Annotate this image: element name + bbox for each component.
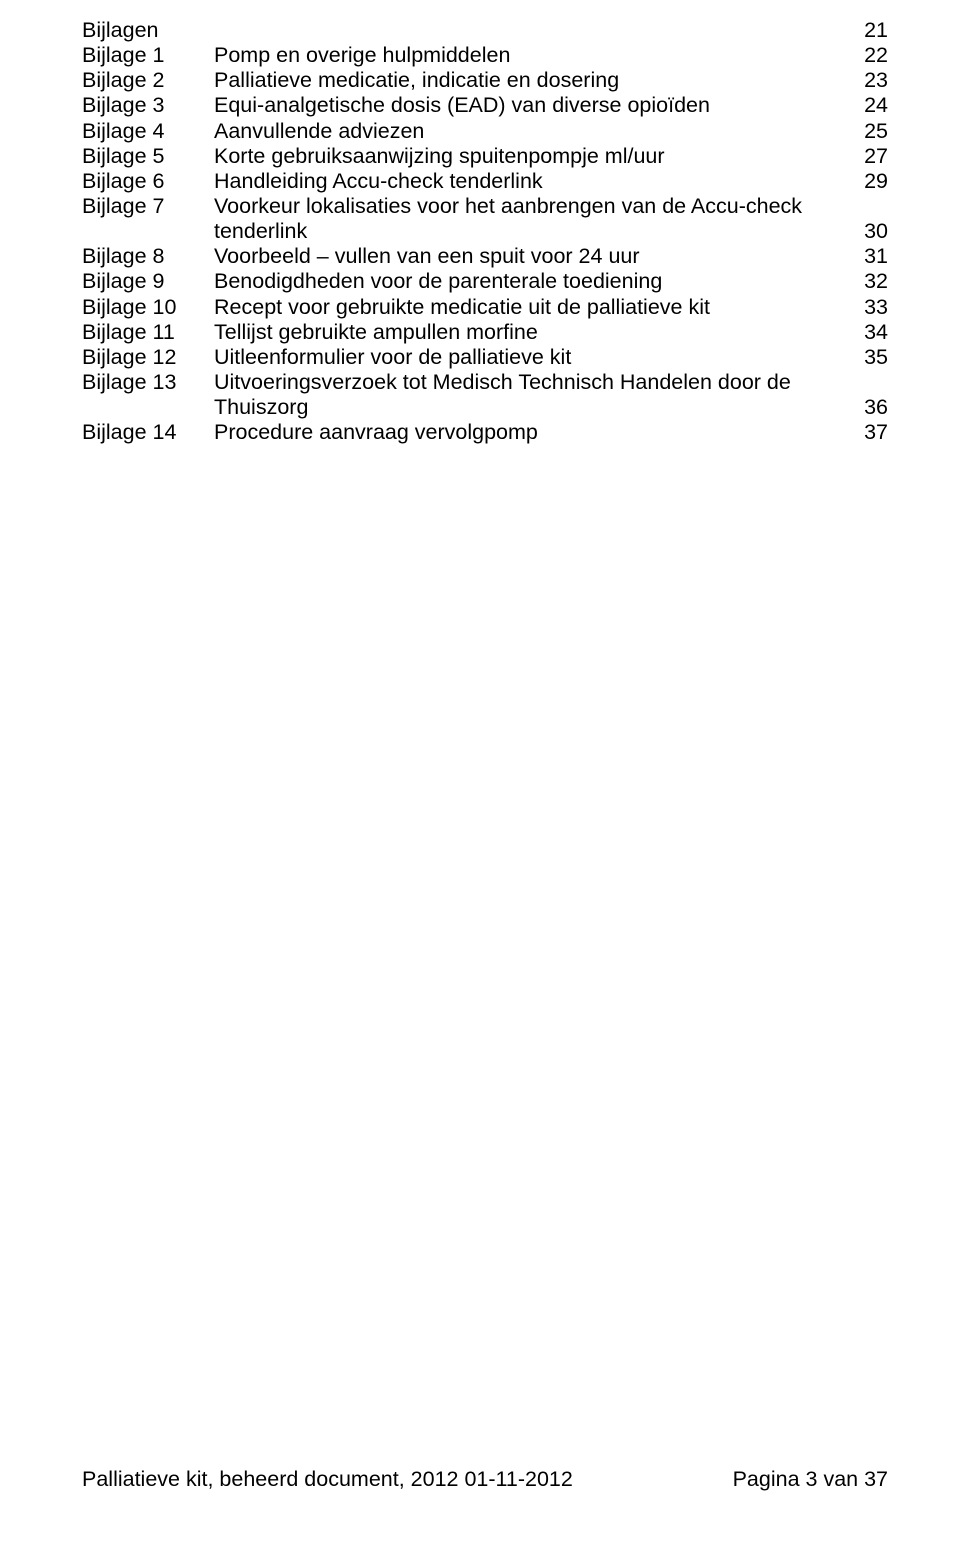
- toc-row: Bijlage 2 Palliatieve medicatie, indicat…: [82, 68, 888, 93]
- toc-desc: Benodigdheden voor de parenterale toedie…: [214, 269, 850, 294]
- page-footer: Palliatieve kit, beheerd document, 2012 …: [82, 1467, 888, 1492]
- footer-right: Pagina 3 van 37: [733, 1467, 888, 1492]
- toc-page: Bijlagen 21 Bijlage 1 Pomp en overige hu…: [0, 0, 960, 445]
- toc-desc: Uitvoeringsverzoek tot Medisch Technisch…: [214, 370, 850, 395]
- toc-desc: Handleiding Accu-check tenderlink: [214, 169, 850, 194]
- toc-label: Bijlage 3: [82, 93, 214, 118]
- toc-label: Bijlage 4: [82, 119, 214, 144]
- toc-label: Bijlage 7: [82, 194, 214, 219]
- toc-page: 25: [850, 119, 888, 144]
- toc-page: 29: [850, 169, 888, 194]
- toc-desc: Procedure aanvraag vervolgpomp: [214, 420, 850, 445]
- toc-desc: Voorkeur lokalisaties voor het aanbrenge…: [214, 194, 850, 219]
- toc-label: Bijlage 11: [82, 320, 214, 345]
- toc-page: 34: [850, 320, 888, 345]
- toc-label: Bijlage 5: [82, 144, 214, 169]
- toc-row: Bijlage 11 Tellijst gebruikte ampullen m…: [82, 320, 888, 345]
- toc-row: Bijlage 3 Equi-analgetische dosis (EAD) …: [82, 93, 888, 118]
- toc-page: 32: [850, 269, 888, 294]
- toc-desc: Voorbeeld – vullen van een spuit voor 24…: [214, 244, 850, 269]
- toc-label: Bijlage 12: [82, 345, 214, 370]
- toc-heading-page: 21: [850, 18, 888, 43]
- toc-page: 24: [850, 93, 888, 118]
- toc-desc: Aanvullende adviezen: [214, 119, 850, 144]
- footer-left: Palliatieve kit, beheerd document, 2012 …: [82, 1467, 573, 1492]
- toc-page: 30: [850, 219, 888, 244]
- toc-desc: Korte gebruiksaanwijzing spuitenpompje m…: [214, 144, 850, 169]
- toc-label: Bijlage 9: [82, 269, 214, 294]
- toc-row: Bijlage 8 Voorbeeld – vullen van een spu…: [82, 244, 888, 269]
- toc-desc: Uitleenformulier voor de palliatieve kit: [214, 345, 850, 370]
- toc-row: Bijlage 7 Voorkeur lokalisaties voor het…: [82, 194, 888, 219]
- toc-label: Bijlage 13: [82, 370, 214, 395]
- toc-label: Bijlage 10: [82, 295, 214, 320]
- toc-row-continuation: Thuiszorg 36: [82, 395, 888, 420]
- toc-page: 22: [850, 43, 888, 68]
- toc-row: Bijlage 9 Benodigdheden voor de parenter…: [82, 269, 888, 294]
- toc-label: Bijlage 2: [82, 68, 214, 93]
- toc-desc: Pomp en overige hulpmiddelen: [214, 43, 850, 68]
- toc-row: Bijlage 14 Procedure aanvraag vervolgpom…: [82, 420, 888, 445]
- toc-desc: Recept voor gebruikte medicatie uit de p…: [214, 295, 850, 320]
- toc-label: Bijlage 6: [82, 169, 214, 194]
- toc-heading-row: Bijlagen 21: [82, 18, 888, 43]
- toc-label: Bijlage 14: [82, 420, 214, 445]
- toc-page: 27: [850, 144, 888, 169]
- toc-desc-cont: tenderlink: [214, 219, 850, 244]
- toc-page: 31: [850, 244, 888, 269]
- toc-desc: Tellijst gebruikte ampullen morfine: [214, 320, 850, 345]
- toc-row: Bijlage 1 Pomp en overige hulpmiddelen 2…: [82, 43, 888, 68]
- toc-desc: Equi-analgetische dosis (EAD) van divers…: [214, 93, 850, 118]
- toc-row: Bijlage 6 Handleiding Accu-check tenderl…: [82, 169, 888, 194]
- toc-row: Bijlage 10 Recept voor gebruikte medicat…: [82, 295, 888, 320]
- toc-desc: Palliatieve medicatie, indicatie en dose…: [214, 68, 850, 93]
- toc-label: Bijlage 8: [82, 244, 214, 269]
- toc-label: Bijlage 1: [82, 43, 214, 68]
- toc-page: 33: [850, 295, 888, 320]
- toc-page: 37: [850, 420, 888, 445]
- toc-row: Bijlage 12 Uitleenformulier voor de pall…: [82, 345, 888, 370]
- toc-page: 36: [850, 395, 888, 420]
- toc-row: Bijlage 5 Korte gebruiksaanwijzing spuit…: [82, 144, 888, 169]
- toc-row: Bijlage 13 Uitvoeringsverzoek tot Medisc…: [82, 370, 888, 395]
- toc-heading-label: Bijlagen: [82, 18, 214, 43]
- toc-page: 35: [850, 345, 888, 370]
- toc-desc-cont: Thuiszorg: [214, 395, 850, 420]
- toc-row: Bijlage 4 Aanvullende adviezen 25: [82, 119, 888, 144]
- toc-page: 23: [850, 68, 888, 93]
- toc-row-continuation: tenderlink 30: [82, 219, 888, 244]
